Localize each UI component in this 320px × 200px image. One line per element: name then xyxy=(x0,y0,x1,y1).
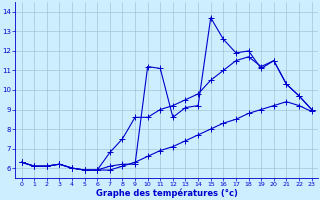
X-axis label: Graphe des températures (°c): Graphe des températures (°c) xyxy=(96,188,237,198)
